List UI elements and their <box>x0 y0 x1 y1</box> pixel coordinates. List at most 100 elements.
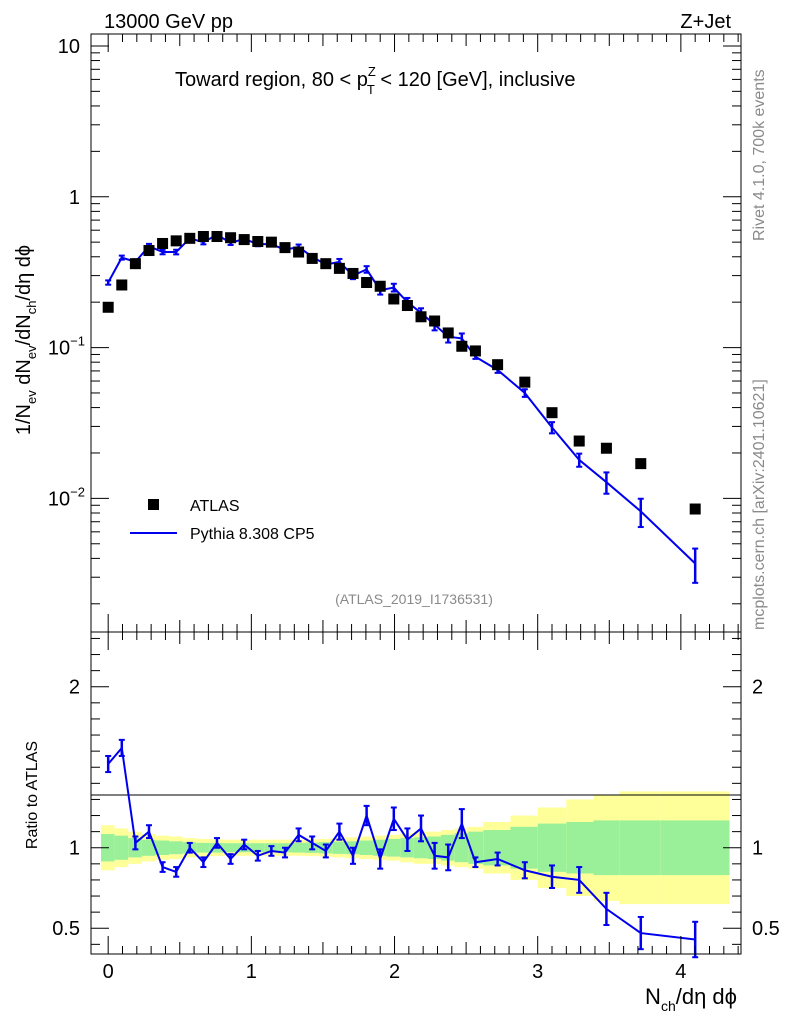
atlas-data-point <box>442 327 454 339</box>
atlas-data-point <box>129 258 141 270</box>
atlas-data-point <box>429 315 441 327</box>
stat-band-segment <box>386 838 401 857</box>
ratio-axis-ticks <box>91 632 741 954</box>
ratio-y-tick-label-right: 0.5 <box>752 918 780 940</box>
ratio-line <box>107 745 696 941</box>
process-label: Z+Jet <box>680 11 731 33</box>
legend-pythia-label: Pythia 8.308 CP5 <box>190 526 315 543</box>
ratio-panel: 0.5 0.5 1 1 2 2 0 1 2 3 4 Ratio to ATLAS Nch/dη d… <box>24 631 780 1014</box>
main-y-axis-label: 1/Nev dNev/dNch/dη dϕ <box>13 245 39 435</box>
atlas-data-point <box>238 234 250 246</box>
atlas-data-point <box>546 407 558 419</box>
ratio-uncertainty-bands <box>101 791 730 905</box>
atlas-data-point <box>265 236 277 248</box>
atlas-data-point <box>388 293 400 305</box>
atlas-data-point <box>225 232 237 244</box>
title-tail: < 120 [GeV], inclusive <box>375 69 576 91</box>
atlas-data-point <box>184 232 196 244</box>
atlas-data-point <box>469 345 481 357</box>
main-plot-frame <box>90 33 742 633</box>
stat-band-segment <box>619 820 661 876</box>
atlas-data-point <box>347 267 359 279</box>
main-panel: 10 1 10−1 10−2 Toward region, 80 < pZ T < 12… <box>13 33 742 633</box>
x-tick-labels: 0 1 2 3 4 <box>103 961 687 983</box>
ratio-y-tick-label-left: 0.5 <box>52 918 80 940</box>
main-y-tick-labels: 10 1 10−1 10−2 <box>48 36 85 510</box>
atlas-data-point <box>143 245 155 257</box>
atlas-data-point <box>320 258 332 270</box>
x-tick-label: 2 <box>389 961 400 983</box>
analysis-watermark: (ATLAS_2019_I1736531) <box>335 591 493 607</box>
x-tick-label: 3 <box>532 961 543 983</box>
main-y-tick-label: 1 <box>69 187 80 209</box>
stat-band-segment <box>114 835 129 860</box>
atlas-data-point <box>293 246 305 258</box>
atlas-data-point <box>401 300 413 312</box>
atlas-data-point <box>157 237 169 249</box>
stat-band-segment <box>332 841 346 854</box>
x-tick-label: 0 <box>103 961 114 983</box>
atlas-data-point <box>102 301 114 313</box>
atlas-data-point <box>374 280 386 292</box>
main-y-tick-label: 10−1 <box>48 334 85 360</box>
energy-label: 13000 GeV pp <box>104 11 233 33</box>
stat-band-segment <box>413 837 428 859</box>
stat-band-segment <box>593 820 620 876</box>
atlas-data-point <box>456 340 468 352</box>
x-axis-label: Nch/dη dϕ <box>645 984 737 1014</box>
x-tick-label: 1 <box>246 961 257 983</box>
title-text: Toward region, 80 < p <box>175 69 368 91</box>
atlas-data-point <box>197 231 209 243</box>
main-axis-ticks <box>91 34 741 632</box>
stat-band-segment <box>537 823 567 872</box>
atlas-data-point <box>689 503 701 515</box>
x-tick-label: 4 <box>675 961 686 983</box>
atlas-data-point <box>211 231 223 243</box>
atlas-data-point <box>415 311 427 323</box>
ratio-y-tick-label-left: 2 <box>69 677 80 699</box>
stat-band-segment <box>359 840 374 855</box>
legend: ATLAS Pythia 8.308 CP5 <box>130 498 315 543</box>
stat-band-segment <box>155 840 170 855</box>
legend-atlas-marker <box>148 499 159 510</box>
stat-band-segment <box>196 842 210 853</box>
atlas-data-point <box>116 279 128 291</box>
ratio-y-tick-label-right: 2 <box>752 677 763 699</box>
stat-band-segment <box>660 820 730 876</box>
atlas-data-point <box>170 235 182 247</box>
stat-band-segment <box>141 839 156 856</box>
atlas-data-point <box>600 442 612 454</box>
atlas-data-point <box>519 376 531 388</box>
legend-atlas-label: ATLAS <box>190 498 240 515</box>
atlas-data-point <box>361 277 373 289</box>
ratio-series <box>105 738 699 959</box>
stat-band-segment <box>566 821 594 874</box>
stat-band-segment <box>291 842 306 853</box>
main-series <box>102 231 701 584</box>
mcplots-label: mcplots.cern.ch [arXiv:2401.10621] <box>751 379 768 630</box>
stat-band-segment <box>468 831 484 864</box>
stat-band-segment <box>223 843 238 853</box>
stat-band-segment <box>454 833 469 863</box>
ratio-y-tick-label-left: 1 <box>69 838 80 860</box>
rivet-label: Rivet 4.1.0, 700k events <box>751 69 768 241</box>
title-superscript: Z <box>368 64 376 79</box>
atlas-data-point <box>279 242 291 254</box>
title-subscript: T <box>367 82 375 97</box>
ratio-plot-frame <box>90 631 742 955</box>
stat-band-segment <box>169 841 183 855</box>
atlas-data-point <box>492 359 504 371</box>
ratio-y-tick-labels: 0.5 0.5 1 1 2 2 <box>52 677 780 941</box>
stat-band-segment <box>250 843 265 853</box>
main-y-tick-label: 10 <box>58 36 80 58</box>
ratio-y-axis-label: Ratio to ATLAS <box>24 741 41 849</box>
atlas-data-point <box>573 435 585 447</box>
atlas-data-point <box>635 458 647 470</box>
ratio-y-tick-label-right: 1 <box>752 838 763 860</box>
plot-title: Toward region, 80 < pZ T < 120 [GeV], inc… <box>175 64 575 97</box>
atlas-data-point <box>252 235 264 247</box>
atlas-data-point <box>306 252 318 264</box>
atlas-data-point <box>333 262 345 274</box>
main-y-tick-label: 10−2 <box>48 484 85 510</box>
